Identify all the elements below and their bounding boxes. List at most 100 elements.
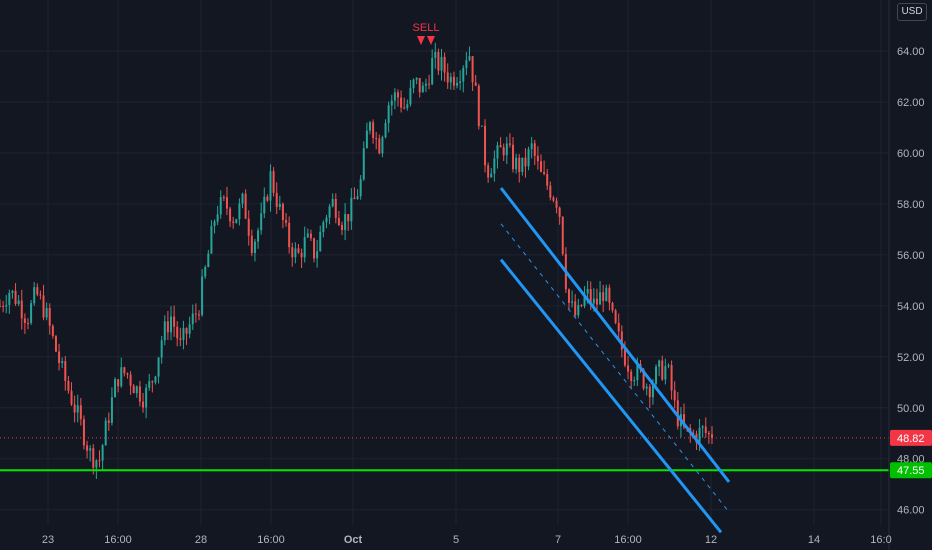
candle-body <box>648 386 651 398</box>
candle-body <box>552 197 555 201</box>
candle-body <box>617 322 620 332</box>
candle-body <box>539 161 542 172</box>
candle-body <box>580 304 583 306</box>
candle-body <box>595 298 598 305</box>
candle-body <box>160 340 163 358</box>
candle-body <box>527 149 530 167</box>
candle-body <box>14 290 17 305</box>
candle-body <box>524 157 527 167</box>
candle-body <box>107 420 110 423</box>
candle-body <box>543 171 546 174</box>
candle-body <box>210 226 213 254</box>
candle-body <box>477 85 480 127</box>
candle-body <box>586 289 589 294</box>
candle-body <box>163 321 166 341</box>
candle-body <box>294 248 297 258</box>
candle-body <box>449 76 452 83</box>
candle-body <box>387 105 390 124</box>
candle-body <box>123 367 126 374</box>
candle-body <box>356 196 359 200</box>
candle-body <box>151 381 154 383</box>
candle-body <box>48 307 51 326</box>
grid <box>0 0 889 525</box>
candle-body <box>241 193 244 204</box>
candle-body <box>353 197 356 200</box>
candle-body <box>319 231 322 252</box>
overlays: SELL <box>0 22 889 534</box>
candle-body <box>471 56 474 83</box>
candle-body <box>375 138 378 140</box>
candle-body <box>30 303 33 324</box>
candle-body <box>309 233 312 239</box>
candle-body <box>558 207 561 217</box>
candle-body <box>415 77 418 80</box>
candle-body <box>334 198 337 219</box>
candle-body <box>207 253 210 268</box>
candle-body <box>117 379 120 387</box>
candle-body <box>396 92 399 98</box>
candle-body <box>288 222 291 248</box>
candle-body <box>412 79 415 89</box>
candle-body <box>145 387 148 408</box>
candle-body <box>571 301 574 303</box>
candle-body <box>278 203 281 207</box>
candle-body <box>135 386 138 394</box>
candle-body <box>418 77 421 93</box>
y-tick-label: 58.00 <box>897 199 925 211</box>
candle-body <box>614 310 617 323</box>
candle-body <box>567 289 570 303</box>
candle-body <box>8 292 11 305</box>
candle-body <box>341 225 344 231</box>
candle-body <box>633 380 636 382</box>
candle-body <box>0 305 1 307</box>
candle-body <box>216 214 219 222</box>
channel-median-line <box>500 223 730 513</box>
candle-body <box>667 365 670 367</box>
candle-body <box>36 287 39 295</box>
candle-body <box>530 143 533 150</box>
candle-body <box>711 434 713 438</box>
x-tick-label: Oct <box>344 534 363 546</box>
candle-body <box>676 400 679 427</box>
sell-signal-label: SELL <box>413 22 440 34</box>
candle-body <box>197 314 200 316</box>
candle-body <box>20 300 23 319</box>
candle-body <box>704 426 707 433</box>
candle-body <box>683 414 686 428</box>
candle-body <box>306 233 309 238</box>
candle-body <box>23 318 26 323</box>
candle-body <box>462 67 465 82</box>
candle-body <box>58 351 61 364</box>
candle-body <box>592 298 595 304</box>
candle-body <box>623 349 626 366</box>
candle-body <box>630 371 633 382</box>
candle-body <box>291 247 294 258</box>
candle-body <box>17 300 20 305</box>
x-tick-label: 16:00 <box>257 534 285 546</box>
support-level-tag: 47.55 <box>897 465 925 477</box>
candle-body <box>484 125 487 166</box>
candle-body <box>126 373 129 375</box>
candle-body <box>225 197 228 209</box>
candle-body <box>390 100 393 106</box>
candle-body <box>692 432 695 435</box>
candle-body <box>250 235 253 254</box>
currency-selector[interactable]: USD <box>897 3 927 21</box>
candle-body <box>101 445 104 461</box>
candle-body <box>428 83 431 85</box>
candle-body <box>698 427 701 443</box>
candle-body <box>316 251 319 259</box>
candle-body <box>512 144 515 170</box>
candle-body <box>247 218 250 236</box>
candle-body <box>605 287 608 301</box>
candle-body <box>64 361 67 381</box>
candle-body <box>487 165 490 178</box>
candle-body <box>627 365 630 372</box>
candle-body <box>269 171 272 201</box>
candle-body <box>655 366 658 384</box>
candle-body <box>275 192 278 207</box>
candle-body <box>191 313 194 325</box>
candle-body <box>76 405 79 413</box>
